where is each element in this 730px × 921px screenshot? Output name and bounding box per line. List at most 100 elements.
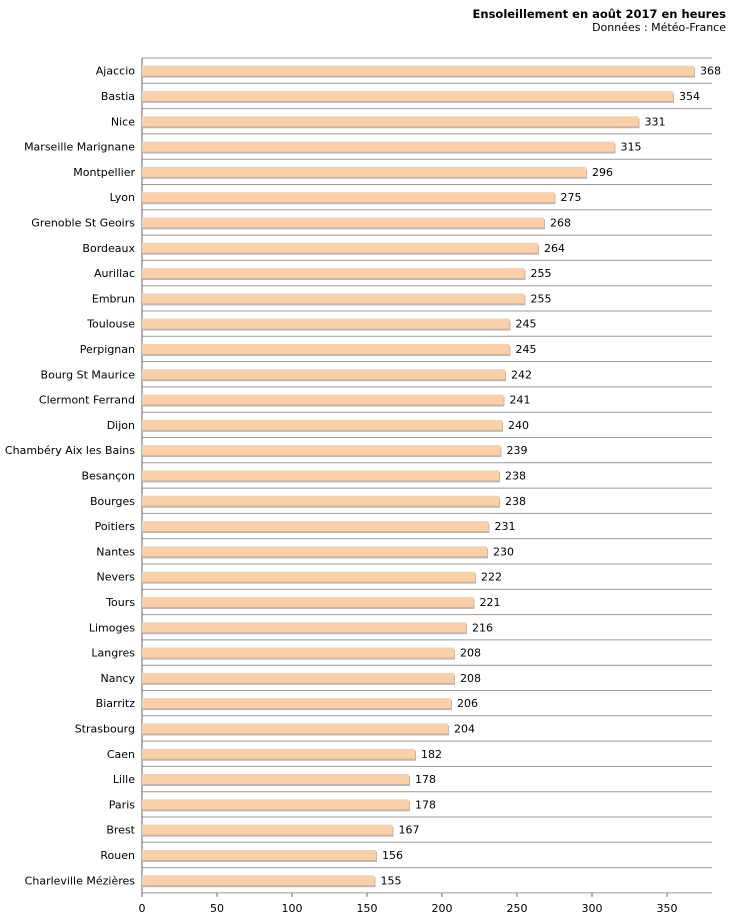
category-label: Ajaccio xyxy=(96,65,135,78)
value-label: 255 xyxy=(531,267,552,280)
bar xyxy=(142,242,538,253)
bar xyxy=(142,343,510,354)
bar xyxy=(142,90,673,101)
bar xyxy=(142,116,639,127)
category-label: Dijon xyxy=(107,419,135,432)
value-label: 182 xyxy=(421,748,442,761)
value-label: 208 xyxy=(460,647,481,660)
category-label: Perpignan xyxy=(80,343,135,356)
bar xyxy=(142,470,499,481)
category-label: Paris xyxy=(109,798,135,811)
bar xyxy=(142,141,615,152)
x-tick-label: 50 xyxy=(210,902,224,915)
category-label: Chambéry Aix les Bains xyxy=(5,444,135,457)
category-label: Bourg St Maurice xyxy=(41,368,136,381)
chart-title: Ensoleillement en août 2017 en heures xyxy=(473,7,727,21)
bar xyxy=(142,698,451,709)
value-label: 221 xyxy=(480,596,501,609)
category-label: Langres xyxy=(91,647,135,660)
value-label: 156 xyxy=(382,849,403,862)
bar xyxy=(142,166,586,177)
category-label: Lyon xyxy=(110,191,135,204)
bar xyxy=(142,571,475,582)
chart-subtitle: Données : Météo-France xyxy=(592,21,726,34)
bar xyxy=(142,723,448,734)
category-label: Biarritz xyxy=(96,697,136,710)
category-label: Nevers xyxy=(96,571,135,584)
value-label: 230 xyxy=(493,545,514,558)
category-label: Nantes xyxy=(96,545,135,558)
value-label: 178 xyxy=(415,773,436,786)
bar xyxy=(142,596,474,607)
category-label: Grenoble St Geoirs xyxy=(31,216,135,229)
bar xyxy=(142,495,499,506)
bar xyxy=(142,419,502,430)
value-label: 222 xyxy=(481,571,502,584)
category-label: Limoges xyxy=(89,621,135,634)
value-label: 238 xyxy=(505,469,526,482)
category-label: Embrun xyxy=(92,292,135,305)
x-tick-label: 300 xyxy=(582,902,603,915)
x-tick-label: 100 xyxy=(282,902,303,915)
bar xyxy=(142,647,454,658)
category-label: Toulouse xyxy=(86,318,135,331)
category-label: Charleville Mézières xyxy=(25,874,136,887)
value-label: 275 xyxy=(561,191,582,204)
x-tick-label: 350 xyxy=(657,902,678,915)
value-label: 268 xyxy=(550,216,571,229)
category-label: Clermont Ferrand xyxy=(39,394,135,407)
value-label: 231 xyxy=(495,520,516,533)
bar xyxy=(142,875,375,886)
value-label: 208 xyxy=(460,672,481,685)
value-label: 178 xyxy=(415,798,436,811)
category-label: Nancy xyxy=(101,672,136,685)
grid-lines xyxy=(141,57,712,894)
value-label: 315 xyxy=(621,141,642,154)
category-label: Marseille Marignane xyxy=(24,141,135,154)
bar xyxy=(142,672,454,683)
category-label: Tours xyxy=(105,596,135,609)
value-label: 155 xyxy=(381,874,402,887)
x-tick-label: 150 xyxy=(357,902,378,915)
bar xyxy=(142,65,694,76)
value-label: 167 xyxy=(399,824,420,837)
bar xyxy=(142,268,525,279)
bar xyxy=(142,774,409,785)
category-label: Strasbourg xyxy=(75,722,135,735)
category-label: Bordeaux xyxy=(82,242,135,255)
bar xyxy=(142,824,393,835)
value-label: 239 xyxy=(507,444,528,457)
bar xyxy=(142,217,544,228)
value-label: 241 xyxy=(510,394,531,407)
bar xyxy=(142,445,501,456)
value-label: 242 xyxy=(511,368,532,381)
bar xyxy=(142,546,487,557)
value-label: 206 xyxy=(457,697,478,710)
category-label: Besançon xyxy=(81,469,135,482)
value-label: 331 xyxy=(645,115,666,128)
category-label: Poitiers xyxy=(95,520,136,533)
x-tick-label: 250 xyxy=(507,902,528,915)
bar xyxy=(142,369,505,380)
bar xyxy=(142,622,466,633)
category-labels: Ajaccio Bastia Nice Marseille Marignane Mont… xyxy=(5,65,136,888)
value-label: 255 xyxy=(531,292,552,305)
category-label: Nice xyxy=(111,115,135,128)
x-tick-label: 200 xyxy=(432,902,453,915)
category-label: Montpellier xyxy=(73,166,135,179)
value-label: 245 xyxy=(516,343,537,356)
value-label: 264 xyxy=(544,242,565,255)
bar xyxy=(142,293,525,304)
bar xyxy=(142,192,555,203)
category-label: Caen xyxy=(107,748,135,761)
bar xyxy=(142,748,415,759)
category-label: Brest xyxy=(106,824,135,837)
bar xyxy=(142,849,376,860)
bar xyxy=(142,521,489,532)
bar xyxy=(142,394,504,405)
value-label: 354 xyxy=(679,90,700,103)
category-label: Aurillac xyxy=(94,267,135,280)
value-label: 368 xyxy=(700,65,721,78)
bar xyxy=(142,799,409,810)
